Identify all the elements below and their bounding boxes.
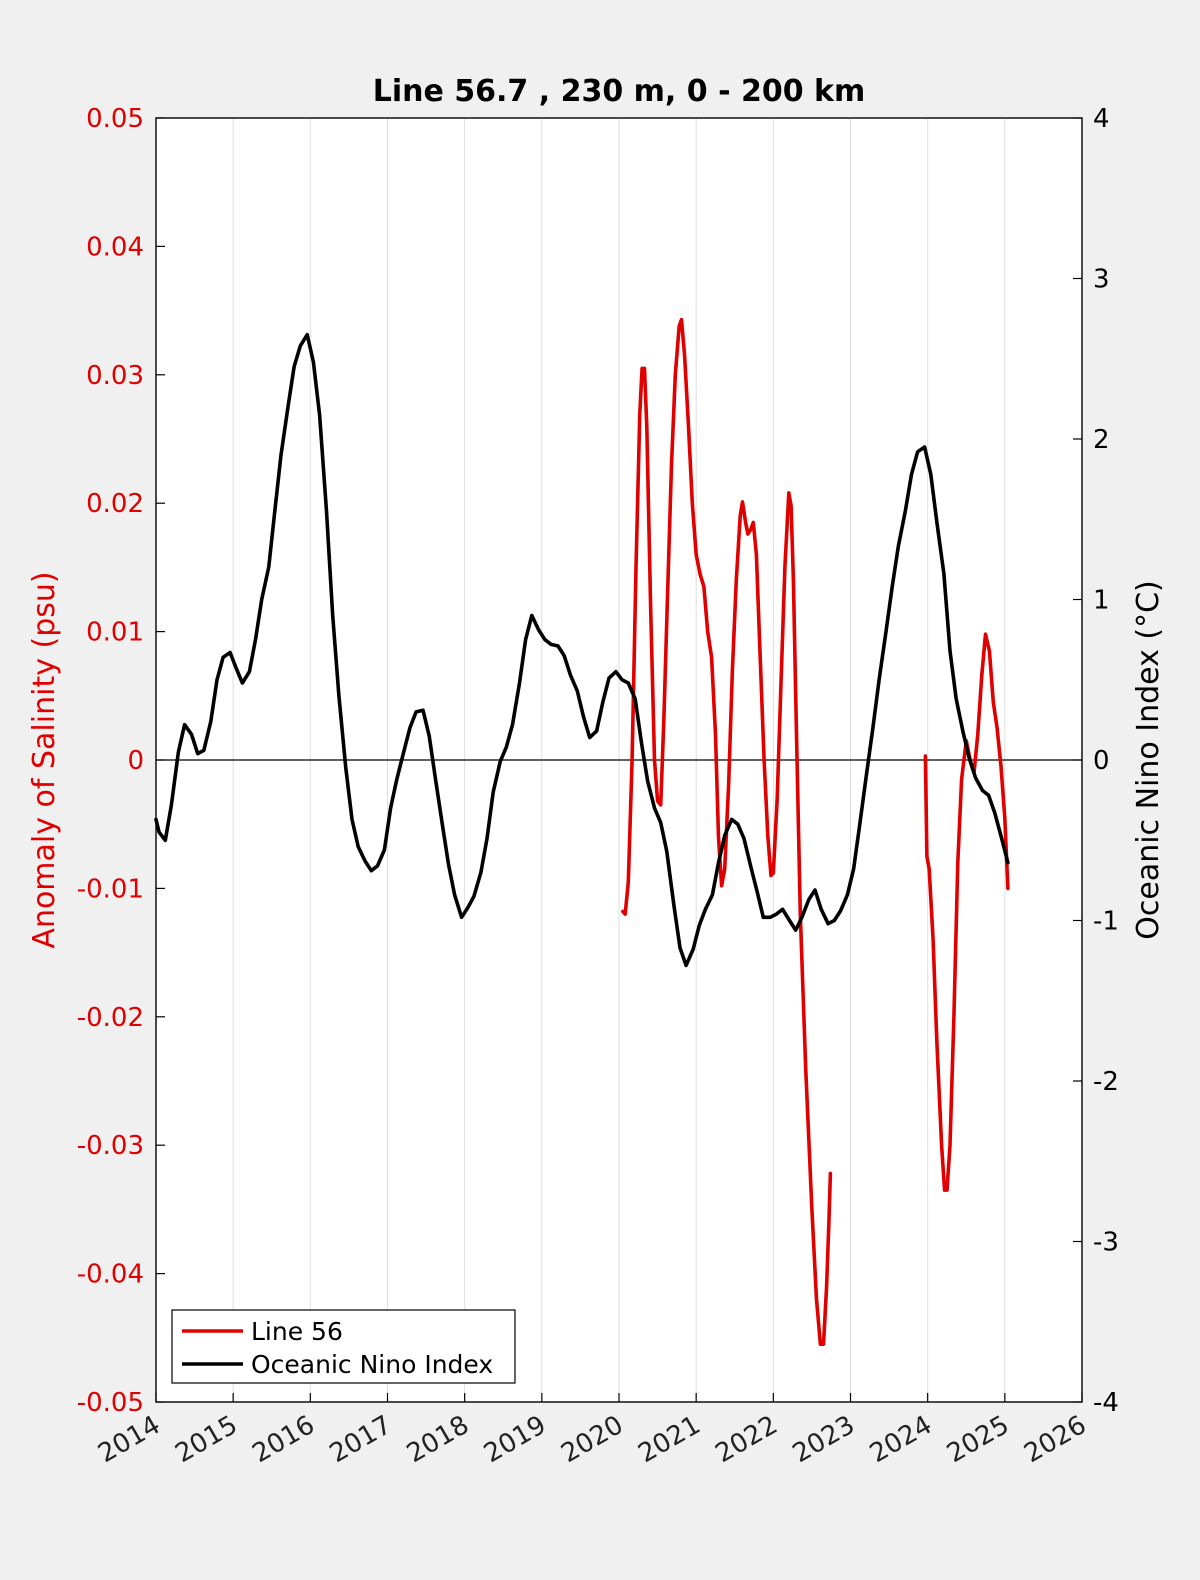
y-left-tick-label: 0.04 [86,232,144,262]
legend-box [171,1309,516,1384]
legend: Line 56 Oceanic Nino Index [171,1309,516,1384]
y-axis-right-label: Oceanic Nino Index (°C) [1131,580,1166,940]
y-left-tick-label: 0.01 [86,618,144,648]
y-axis-left-label: Anomaly of Salinity (psu) [27,571,62,948]
chart-title: Line 56.7 , 230 m, 0 - 200 km [373,74,866,109]
series-line-56-segment-1 [923,632,1010,1192]
series-oceanic-nino-index-segment-0 [154,332,1010,968]
series-layer [154,317,1010,1346]
y-left-tick-label: 0.03 [86,361,144,391]
y-left-tick-label: -0.05 [77,1388,144,1418]
y-left-tick-label: 0.02 [86,489,144,519]
legend-label-line-56: Line 56 [251,1317,343,1346]
y-left-tick-label: -0.02 [77,1003,144,1033]
y-left-tick-label: -0.01 [77,874,144,904]
y-left-tick-label: 0.05 [86,104,144,134]
y-right-tick-label: 4 [1093,104,1110,134]
y-left-tick-label: -0.04 [77,1260,144,1290]
y-right-tick-label: -2 [1093,1067,1119,1097]
y-right-tick-label: 1 [1093,586,1110,616]
y-right-tick-label: 2 [1093,425,1110,455]
y-right-tick-label: -4 [1093,1388,1119,1418]
y-right-tick-label: 0 [1093,746,1110,776]
y-right-tick-label: -3 [1093,1228,1119,1258]
y-right-tick-label: -1 [1093,907,1119,937]
legend-label-oni: Oceanic Nino Index [251,1350,493,1379]
y-left-tick-label: 0 [127,746,144,776]
y-left-tick-label: -0.03 [77,1131,144,1161]
y-right-tick-label: 3 [1093,265,1110,295]
